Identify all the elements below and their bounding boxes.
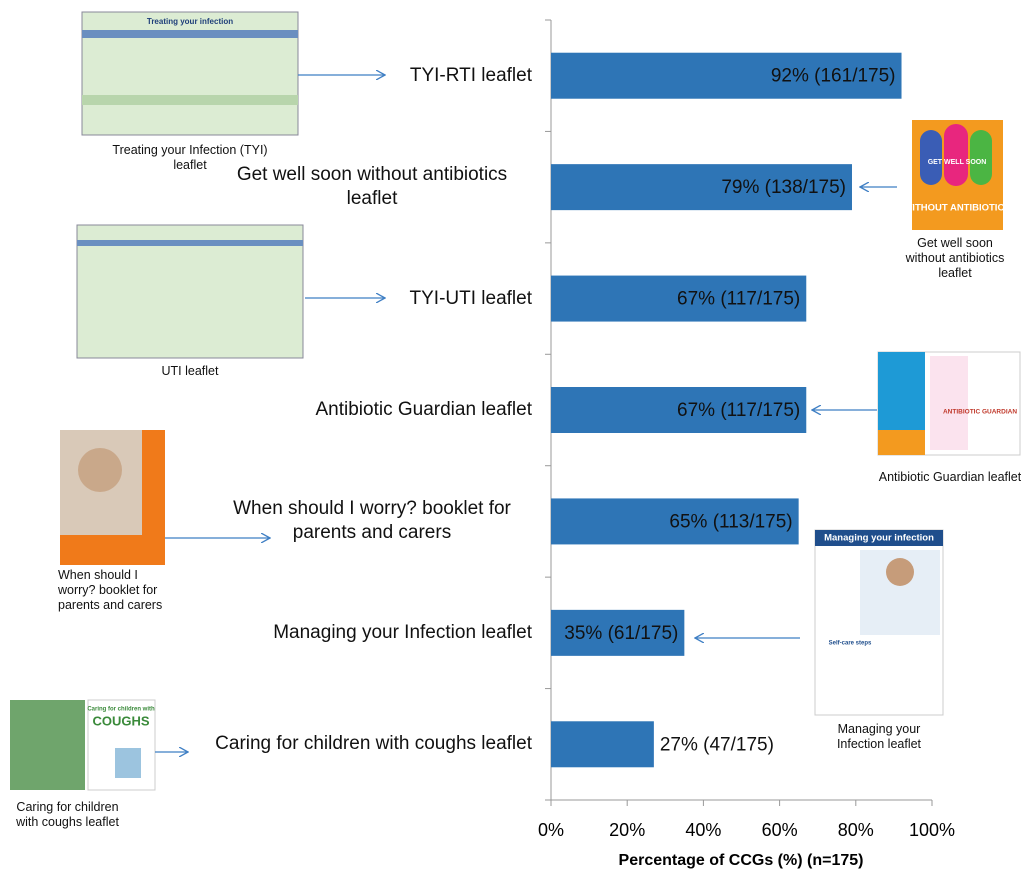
bar: [551, 275, 807, 322]
thumbnail-text: Managing your infection: [824, 533, 934, 544]
thumbnail-caption: Get well soon without antibiotics leafle…: [905, 236, 1005, 280]
value-label: 92% (161/175): [771, 66, 896, 87]
category-text: Get well soon without antibiotics leafle…: [236, 164, 508, 210]
category-label: Antibiotic Guardian leaflet: [315, 380, 532, 440]
thumbnail-text: Caring for children with: [87, 707, 155, 713]
bar: [551, 721, 654, 768]
thumbnail-text: GET WELL SOON: [928, 159, 987, 166]
value-label: 79% (138/175): [721, 177, 846, 198]
category-label: Get well soon without antibiotics leafle…: [212, 157, 532, 217]
category-label: TYI-UTI leaflet: [410, 269, 532, 329]
value-label: 35% (61/175): [564, 623, 678, 644]
x-tick-label: 100%: [909, 820, 955, 840]
arrows: [155, 75, 897, 752]
pill: [920, 130, 942, 185]
thumb-bar: [82, 95, 298, 105]
thumbnail-caption: UTI leaflet: [161, 364, 219, 378]
x-tick-label: 60%: [762, 820, 798, 840]
bar: [551, 498, 799, 545]
category-text: TYI-RTI leaflet: [409, 64, 532, 86]
myi-header: [815, 530, 943, 546]
value-label: 27% (47/175): [660, 734, 774, 755]
thumbnail-text: ANTIBIOTIC GUARDIAN: [943, 409, 1017, 416]
thumbnail-caption: Antibiotic Guardian leaflet: [878, 470, 1021, 484]
x-tick-label: 40%: [685, 820, 721, 840]
pill: [944, 124, 968, 186]
thumb-bar: [82, 30, 298, 38]
category-text: Antibiotic Guardian leaflet: [315, 399, 532, 420]
thumb-bar: [77, 240, 303, 246]
coughs-thumbnail: [10, 700, 85, 790]
category-label: When should I worry? booklet for parents…: [212, 491, 532, 551]
photo: [115, 748, 141, 778]
ag-panel: [930, 356, 968, 450]
thumbnail-caption: Treating your Infection (TYI) leaflet: [112, 143, 268, 172]
photo: [78, 448, 122, 492]
bar: [551, 609, 685, 656]
bar: [551, 164, 852, 211]
thumbnail-caption: Caring for children with coughs leaflet: [16, 800, 119, 829]
thumbnail-caption: When should I worry? booklet for parents…: [58, 568, 163, 612]
thumbnail-text: WITHOUT ANTIBIOTICS: [903, 203, 1010, 214]
photo: [886, 558, 914, 586]
category-label: Caring for children with coughs leaflet: [215, 714, 532, 774]
value-label: 67% (117/175): [677, 289, 800, 310]
thumbnail-text: Self-care steps: [829, 641, 872, 647]
value-label: 65% (113/175): [669, 511, 792, 532]
thumbnail-text: Treating your infection: [147, 17, 233, 26]
category-text: Managing your Infection leaflet: [273, 621, 532, 643]
thumbnail-caption: Managing your Infection leaflet: [836, 722, 922, 751]
category-label: TYI-RTI leaflet: [410, 46, 532, 106]
pill: [970, 130, 992, 185]
x-tick-label: 80%: [838, 820, 874, 840]
x-axis-label: Percentage of CCGs (%) (n=175): [619, 852, 864, 869]
thumbnails: [10, 11, 1021, 791]
value-label: 67% (117/175): [677, 400, 800, 421]
category-text: When should I worry? booklet for parents…: [233, 498, 511, 544]
category-text: TYI-UTI leaflet: [409, 287, 532, 309]
ag-panel: [878, 430, 925, 455]
bar: [551, 387, 807, 433]
x-tick-label: 20%: [609, 820, 645, 840]
x-tick-label: 0%: [538, 820, 564, 840]
bar: [551, 52, 902, 99]
category-label: Managing your Infection leaflet: [273, 603, 532, 663]
thumbnail-text: COUGHS: [92, 713, 149, 728]
uti-thumbnail: [76, 224, 304, 359]
category-text: Caring for children with coughs leaflet: [215, 733, 532, 755]
